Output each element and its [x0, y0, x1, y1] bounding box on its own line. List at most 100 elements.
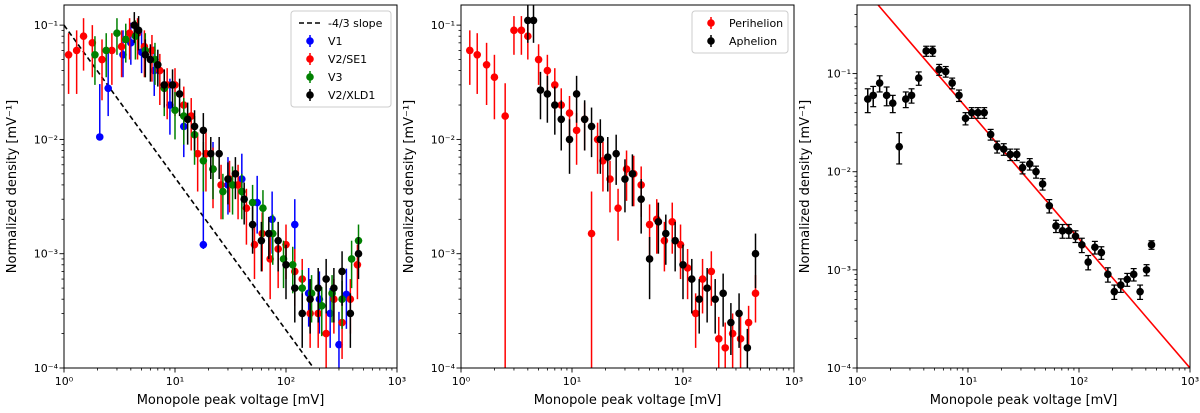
data-point	[130, 21, 139, 29]
data-point	[557, 115, 566, 124]
y-axis-label: Normalized density [mV⁻¹]	[5, 100, 20, 273]
data-point	[79, 32, 88, 41]
data-point	[1104, 270, 1112, 279]
data-point	[687, 275, 696, 283]
data-point	[974, 108, 982, 117]
data-point	[534, 55, 543, 64]
data-point	[671, 236, 679, 245]
y-tick-label: 10⁻¹	[431, 19, 455, 32]
chart-panel-middle: 10⁰ 10¹ 10² 10³ 10⁻⁴ 10⁻³ 10⁻² 10⁻¹ Monopole pea…	[402, 4, 803, 408]
data-point	[603, 153, 612, 161]
data-point	[183, 115, 192, 124]
legend-label: V1	[328, 35, 343, 48]
data-point	[104, 84, 112, 93]
data-point	[580, 115, 589, 124]
data-point	[744, 318, 753, 327]
data-point	[338, 267, 346, 276]
data-point	[72, 46, 81, 55]
data-point	[711, 295, 719, 303]
axes-frame	[460, 4, 795, 369]
data-point	[895, 142, 904, 151]
data-point	[660, 236, 669, 245]
data-point	[948, 79, 956, 87]
data-point	[1006, 150, 1015, 159]
data-point	[346, 309, 355, 318]
x-tick-label: 10³	[1181, 375, 1199, 388]
chart-panel-left: 10⁰ 10¹ 10² 10³ 10⁻⁴ 10⁻³ 10⁻² 10⁻¹ Monopole pea…	[5, 4, 406, 408]
data-point	[1142, 266, 1151, 274]
data-point	[691, 309, 700, 318]
data-point	[175, 90, 184, 98]
plot-area	[64, 12, 363, 368]
y-tick-label: 10⁻²	[827, 166, 851, 179]
data-point	[529, 16, 538, 25]
data-point	[1147, 241, 1156, 249]
data-point	[719, 289, 727, 298]
data-point	[668, 218, 677, 226]
data-point	[258, 229, 266, 238]
data-point	[317, 302, 326, 310]
data-point	[171, 106, 179, 115]
data-point	[353, 260, 362, 269]
data-point	[698, 275, 707, 283]
data-point	[751, 249, 760, 258]
data-point	[501, 112, 509, 120]
data-point	[999, 145, 1008, 153]
data-point	[1038, 180, 1047, 188]
data-point	[274, 236, 282, 245]
chart-panel-right: 10⁰ 10¹ 10² 10³ 10⁻⁴ 10⁻³ 10⁻² 10⁻¹ Monopole pea…	[798, 4, 1199, 408]
data-point	[961, 114, 970, 123]
data-point	[1078, 241, 1086, 249]
y-axis-label: Normalized density [mV⁻¹]	[402, 100, 417, 273]
data-point	[993, 142, 1001, 151]
data-point	[141, 51, 150, 59]
data-point	[1123, 275, 1132, 284]
data-point	[536, 86, 545, 94]
y-axis-label: Normalized density [mV⁻¹]	[798, 100, 813, 273]
series-3	[130, 12, 363, 348]
data-point	[125, 29, 134, 37]
data-point	[298, 309, 307, 318]
data-point	[735, 309, 743, 318]
data-point	[524, 16, 532, 25]
x-tick-label: 10⁰	[848, 375, 867, 388]
data-point	[250, 240, 259, 249]
data-point	[869, 91, 878, 100]
data-point	[727, 318, 735, 327]
data-point	[1012, 150, 1021, 159]
plot-area	[465, 5, 760, 368]
data-point	[612, 149, 620, 158]
data-point	[257, 236, 266, 245]
data-point	[596, 135, 605, 144]
legend: Perihelion Aphelion	[691, 10, 789, 54]
data-point	[543, 90, 552, 98]
data-point	[587, 229, 596, 238]
x-axis-label: Monopole peak voltage [mV]	[137, 393, 325, 408]
data-point	[941, 67, 950, 76]
y-tick-label: 10⁻³	[431, 248, 455, 261]
data-point	[703, 284, 711, 292]
data-point	[193, 149, 202, 158]
legend-marker-swatch	[306, 55, 314, 63]
data-point	[190, 122, 199, 131]
data-point	[248, 198, 257, 207]
data-point	[1025, 160, 1034, 168]
data-point	[102, 46, 111, 55]
y-tick-label: 10⁻⁴	[34, 362, 59, 375]
data-point	[1084, 258, 1092, 266]
data-point	[354, 249, 363, 258]
x-tick-label: 10⁰	[452, 375, 471, 388]
data-point	[628, 170, 637, 178]
legend-marker-swatch	[306, 37, 314, 45]
data-point	[330, 284, 338, 292]
y-tick-label: 10⁻²	[34, 133, 58, 146]
data-point	[510, 26, 518, 35]
data-point	[1136, 287, 1144, 296]
x-tick-label: 10³	[785, 375, 803, 388]
data-point	[565, 109, 574, 117]
y-tick-label: 10⁻⁴	[827, 362, 852, 375]
data-point	[95, 133, 104, 141]
data-point	[1117, 281, 1125, 289]
legend: -4/3 slope V1 V2/SE1 V3 V2/XLD1	[290, 10, 392, 108]
data-point	[901, 95, 910, 103]
